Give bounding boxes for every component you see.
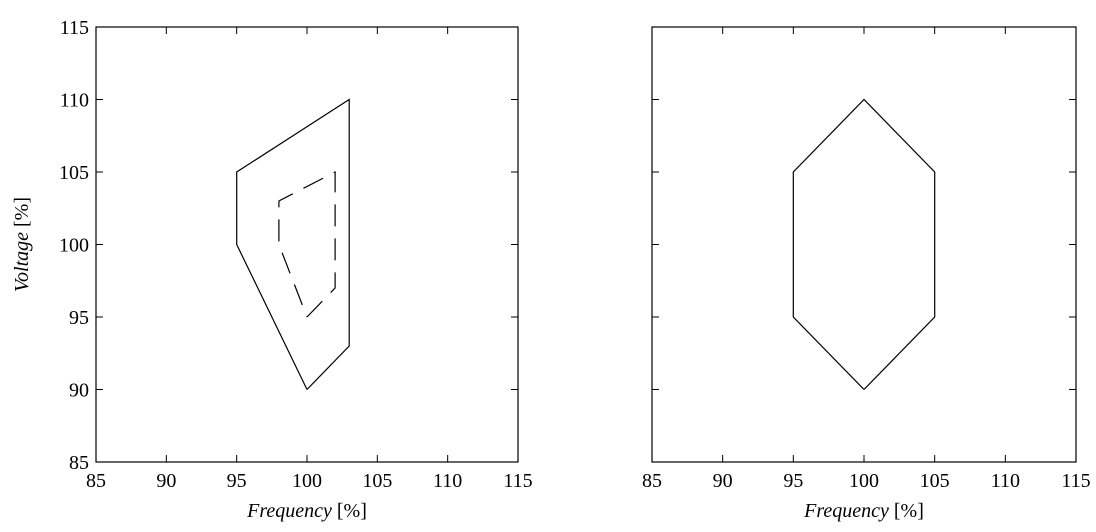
y-axis-label-name-1: Voltage [11,232,33,292]
y-tick-label-1-0: 85 [69,452,89,474]
x-tick-label-1-3: 100 [292,470,322,492]
x-tick-label-2-3: 100 [849,470,879,492]
series-line-1-2 [278,171,336,318]
series-line-1-1 [236,98,350,390]
plot-frame-1 [95,26,519,463]
x-tick-label-2-2: 95 [783,470,803,492]
x-tick-label-2-1: 90 [713,470,733,492]
subplot-2: 85 90 95 100 105 110 115 Frequency [%] [642,26,1091,522]
y-tick-label-1-2: 95 [69,307,89,329]
x-axis-label-1: Frequency [%] [246,500,367,522]
y-axis-label-unit-1: [%] [11,197,33,232]
y-tick-label-1-1: 90 [69,380,89,402]
x-axis-label-2: Frequency [%] [803,500,924,522]
x-axis-label-name-1: Frequency [246,500,332,522]
x-axis-label-unit-1: [%] [332,500,367,522]
x-axis-label-unit-2: [%] [889,500,924,522]
x-tick-label-1-5: 110 [433,470,462,492]
y-tick-label-1-5: 110 [60,90,89,112]
y-tick-label-1-6: 115 [60,17,89,39]
x-tick-label-1-1: 90 [156,470,176,492]
x-tick-label-2-0: 85 [642,470,662,492]
y-tick-label-1-4: 105 [59,162,89,184]
series-line-2-1 [792,98,936,390]
y-tick-label-1-3: 100 [59,235,89,257]
x-tick-label-1-2: 95 [227,470,247,492]
subplot-1: 85 90 95 100 105 110 115 85 90 95 100 105 110 115 Freq… [11,17,533,522]
x-tick-label-2-6: 115 [1061,470,1090,492]
x-tick-label-2-5: 110 [991,470,1020,492]
x-axis-label-name-2: Frequency [803,500,889,522]
x-tick-label-1-4: 105 [362,470,392,492]
x-tick-label-2-4: 105 [920,470,950,492]
x-tick-label-1-0: 85 [86,470,106,492]
x-tick-label-1-6: 115 [503,470,532,492]
y-axis-label-1: Voltage [%] [11,197,33,292]
plot-frame-2 [651,26,1077,463]
